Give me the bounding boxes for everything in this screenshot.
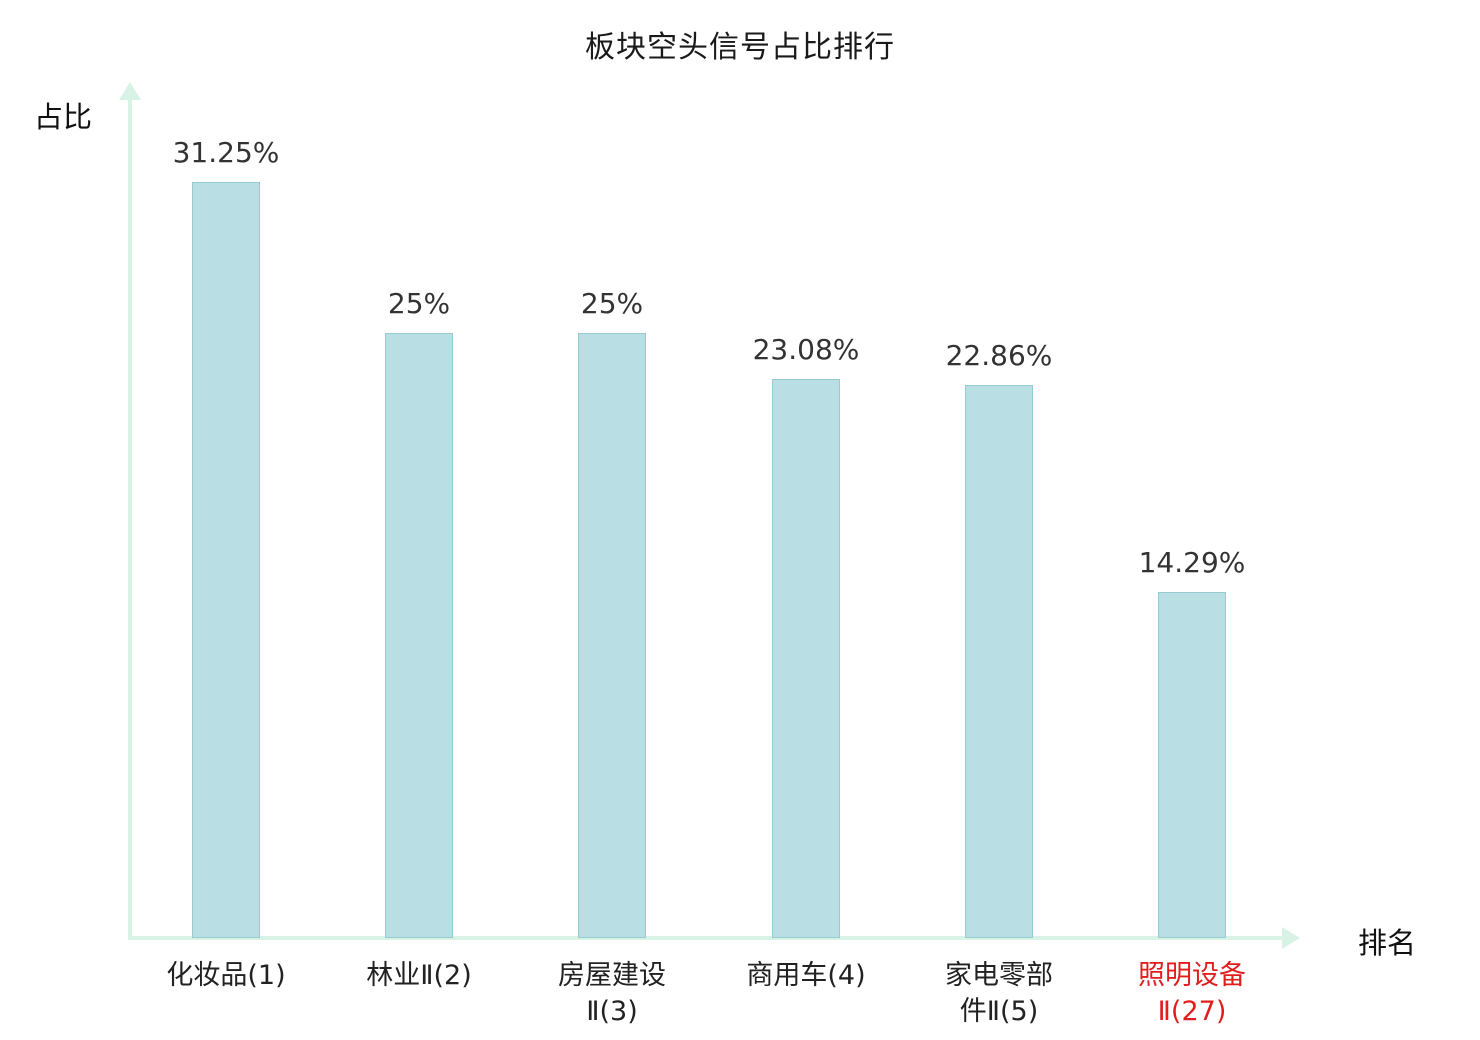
- category-label: 照明设备 Ⅱ(27): [1138, 960, 1246, 1027]
- bar-value-label: 25%: [387, 287, 451, 320]
- bar-3: [578, 333, 646, 938]
- category-label: 化妆品(1): [166, 960, 286, 991]
- bar-4: [772, 379, 840, 938]
- bar-2: [385, 333, 453, 938]
- bar-value-label: 23.08%: [752, 333, 860, 366]
- bar-value-label: 14.29%: [1138, 546, 1246, 579]
- x-axis-label: 排名: [1358, 926, 1417, 960]
- bar-1: [192, 182, 260, 938]
- x-axis-line: [128, 936, 1288, 940]
- bar-value-label: 25%: [580, 287, 644, 320]
- y-axis-line: [128, 100, 132, 940]
- bar-value-label: 22.86%: [945, 339, 1053, 372]
- category-label: 家电零部 件Ⅱ(5): [945, 960, 1053, 1027]
- bar-6: [1158, 592, 1226, 938]
- x-axis-arrow-icon: [1282, 927, 1300, 949]
- category-label: 商用车(4): [746, 960, 866, 991]
- y-axis-label: 占比: [34, 100, 93, 134]
- y-axis-arrow-icon: [119, 82, 141, 100]
- bar-5: [965, 385, 1033, 938]
- bar-value-label: 31.25%: [172, 136, 280, 169]
- category-label: 房屋建设 Ⅱ(3): [558, 960, 666, 1027]
- category-label: 林业Ⅱ(2): [366, 960, 472, 991]
- chart-title: 板块空头信号占比排行: [585, 30, 895, 65]
